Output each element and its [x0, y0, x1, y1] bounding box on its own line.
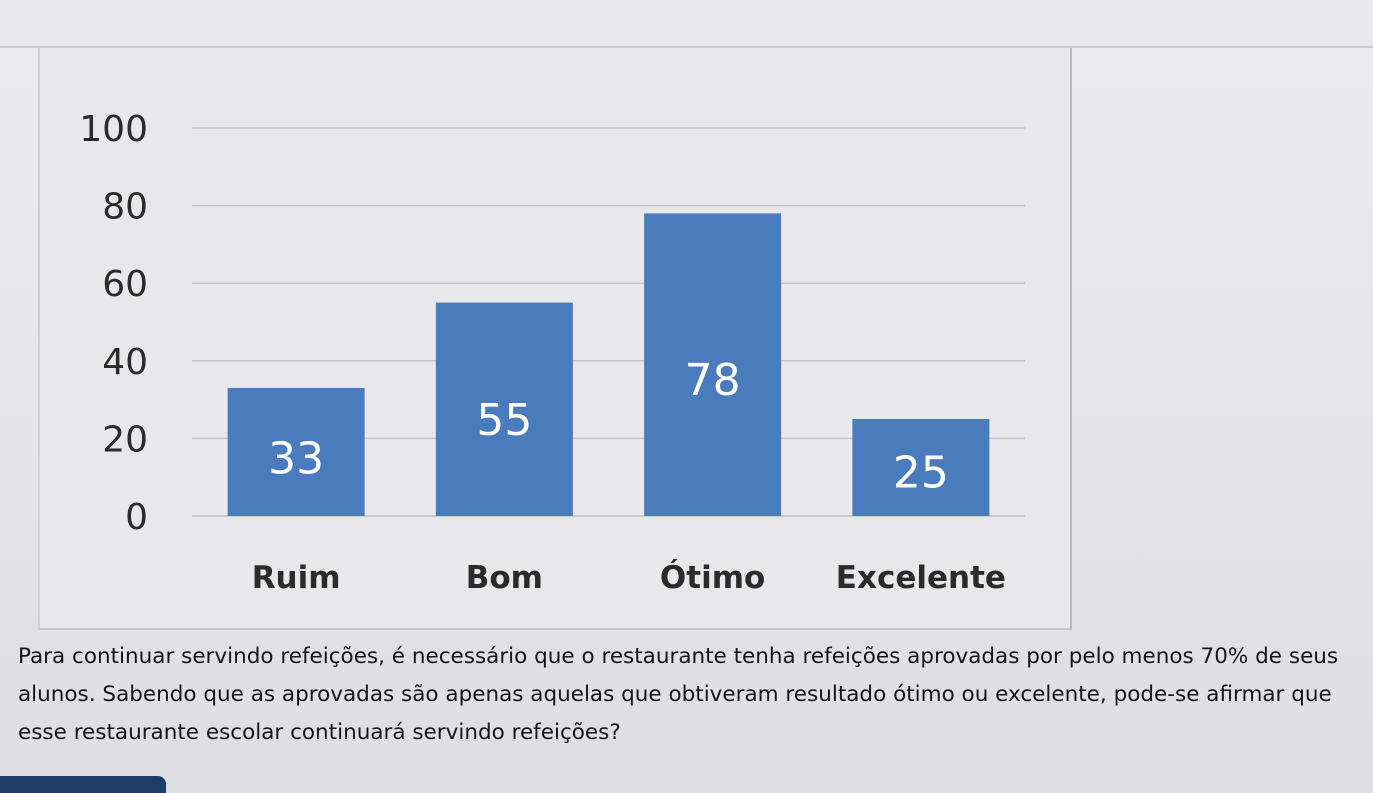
x-tick-label: Ótimo [660, 559, 765, 596]
bar-bom [435, 302, 573, 516]
bars [227, 213, 990, 517]
y-tick-label: 20 [102, 419, 148, 460]
data-label: 25 [893, 447, 949, 498]
y-tick-label: 60 [102, 264, 148, 305]
y-axis-ticks: 0 20 40 60 80 100 [79, 109, 148, 538]
bar-chart: 0 20 40 60 80 100 33 55 78 25 Ruim Bom Ótimo Excele… [79, 109, 1025, 596]
bar-ruim [227, 387, 365, 516]
bar-ótimo [644, 213, 782, 517]
bottom-tab [0, 776, 166, 793]
data-label: 33 [268, 433, 324, 484]
data-label: 78 [685, 355, 741, 406]
bar-excelente [852, 419, 990, 516]
top-strip [0, 0, 1373, 46]
x-tick-label: Excelente [836, 560, 1006, 596]
data-label: 55 [476, 395, 532, 446]
y-tick-label: 100 [79, 109, 148, 150]
question-text: Para continuar servindo refeições, é nec… [18, 644, 1339, 745]
y-tick-label: 40 [102, 342, 148, 383]
y-tick-label: 80 [102, 187, 148, 228]
chart-frame: 0 20 40 60 80 100 33 55 78 25 Ruim Bom Ótimo Excele… [38, 48, 1072, 630]
x-tick-label: Ruim [252, 560, 341, 596]
x-axis-ticks: Ruim Bom Ótimo Excelente [252, 559, 1006, 596]
data-labels: 33 55 78 25 [268, 355, 949, 499]
x-tick-label: Bom [466, 560, 543, 596]
y-tick-label: 0 [125, 497, 148, 538]
top-divider [0, 46, 1373, 48]
